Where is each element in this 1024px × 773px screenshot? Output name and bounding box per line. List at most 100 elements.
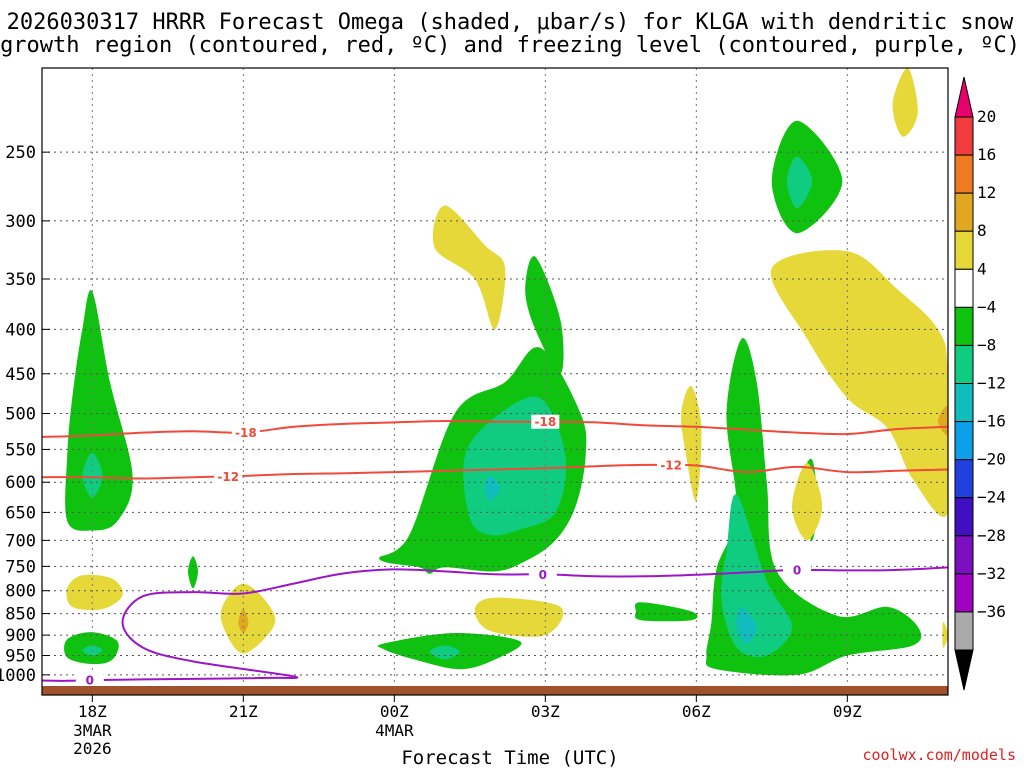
y-tick-label: 650 xyxy=(5,503,36,523)
gridlines xyxy=(42,68,948,686)
pressure-axis: 2503003504004505005506006507007508008509… xyxy=(0,143,50,686)
colorbar-label: −32 xyxy=(977,564,1006,583)
chart-title-line1: 2026030317 HRRR Forecast Omega (shaded, … xyxy=(7,10,1014,35)
omega-region xyxy=(65,290,133,531)
omega-region xyxy=(432,205,506,330)
omega-region xyxy=(681,385,702,502)
x-tick-label: 06Z xyxy=(682,702,711,721)
colorbar-segment xyxy=(954,154,974,194)
contour-label-bg xyxy=(657,457,686,472)
isotherm-minus18-line xyxy=(42,419,948,438)
colorbar-segment xyxy=(954,268,974,308)
colorbar-label: −36 xyxy=(977,602,1006,621)
y-tick-label: 450 xyxy=(5,365,36,385)
colorbar-label: −16 xyxy=(977,412,1006,431)
isotherm-minus18-label: -18 xyxy=(235,426,257,440)
contour-label-bg xyxy=(75,673,104,686)
chart-title-line2: growth region (contoured, red, ºC) and f… xyxy=(0,33,1020,58)
colorbar: 20 16 12 8 4 −4 −8 −12 −16 −20 −24 −28 −32 −36 xyxy=(954,76,1006,691)
credit-text: coolwx.com/models xyxy=(862,746,1016,764)
colorbar-label: −4 xyxy=(977,297,996,316)
isotherm-minus18-label: -18 xyxy=(534,415,556,429)
ground-strip xyxy=(42,686,948,695)
colorbar-segment xyxy=(954,535,974,575)
y-tick-label: 350 xyxy=(5,270,36,290)
freezing-level-line xyxy=(42,566,948,682)
y-tick-label: 900 xyxy=(5,626,36,646)
y-tick-label: 400 xyxy=(5,320,36,340)
colorbar-label: −12 xyxy=(977,374,1006,393)
colorbar-label: 16 xyxy=(977,145,996,164)
colorbar-label: −28 xyxy=(977,526,1006,545)
freezing-level-label: 0 xyxy=(539,568,547,582)
omega-region xyxy=(937,405,948,436)
x-tick-label: 03Z xyxy=(531,702,560,721)
colorbar-segment xyxy=(954,116,974,156)
isotherm-minus12-label: -12 xyxy=(217,470,239,484)
colorbar-segment xyxy=(954,611,974,651)
colorbar-segment xyxy=(954,421,974,461)
y-tick-label: 250 xyxy=(5,143,36,163)
colorbar-segment xyxy=(954,192,974,232)
omega-region xyxy=(82,452,103,498)
omega-region xyxy=(484,475,500,501)
omega-region xyxy=(786,156,813,209)
colorbar-segment xyxy=(954,230,974,270)
contour-label-bg xyxy=(214,469,243,484)
contour-label-bg xyxy=(528,567,557,582)
colorbar-segment xyxy=(954,573,974,613)
x-tick-date-label: 2026 xyxy=(73,739,112,758)
y-tick-label: 1000 xyxy=(0,666,36,686)
y-tick-label: 600 xyxy=(5,473,36,493)
colorbar-segment xyxy=(954,649,974,691)
colorbar-segment xyxy=(954,383,974,423)
temperature-contours: -18 -18 -12 -12 0 0 0 xyxy=(42,414,948,688)
contour-label-bg xyxy=(231,425,260,440)
omega-region xyxy=(66,574,123,611)
omega-shading xyxy=(64,68,948,676)
omega-region xyxy=(474,597,564,637)
y-tick-label: 500 xyxy=(5,404,36,424)
omega-region xyxy=(892,68,918,137)
x-tick-label: 00Z xyxy=(380,702,409,721)
omega-region xyxy=(942,622,948,648)
y-tick-label: 300 xyxy=(5,212,36,232)
y-tick-label: 700 xyxy=(5,531,36,551)
colorbar-label: −20 xyxy=(977,450,1006,469)
y-tick-label: 950 xyxy=(5,647,36,667)
x-tick-label: 18Z xyxy=(78,702,107,721)
colorbar-label: 8 xyxy=(977,221,987,240)
omega-region xyxy=(463,396,567,536)
omega-region xyxy=(770,250,948,517)
omega-region xyxy=(634,602,698,622)
y-tick-label: 550 xyxy=(5,440,36,460)
colorbar-segment xyxy=(954,306,974,346)
colorbar-label: 12 xyxy=(977,183,996,202)
colorbar-label: 4 xyxy=(977,259,987,278)
x-tick-date-label: 3MAR xyxy=(73,721,112,740)
x-tick-date-label: 4MAR xyxy=(375,721,414,740)
isotherm-minus12-label: -12 xyxy=(660,458,682,472)
colorbar-segment xyxy=(954,497,974,537)
colorbar-segment xyxy=(954,344,974,384)
omega-region xyxy=(220,583,276,654)
isotherm-minus12-line xyxy=(42,463,948,480)
omega-region xyxy=(188,556,198,589)
colorbar-segment xyxy=(954,459,974,499)
x-axis-label: Forecast Time (UTC) xyxy=(401,747,618,768)
freezing-level-label: 0 xyxy=(86,674,94,688)
colorbar-label: −8 xyxy=(977,335,996,354)
y-tick-label: 850 xyxy=(5,605,36,625)
x-tick-label: 09Z xyxy=(833,702,862,721)
x-tick-label: 21Z xyxy=(229,702,258,721)
colorbar-label: 20 xyxy=(977,107,996,126)
plot-frame xyxy=(41,67,949,696)
y-tick-label: 750 xyxy=(5,557,36,577)
freezing-level-label: 0 xyxy=(793,563,801,577)
contour-label-bg xyxy=(783,562,811,577)
omega-region xyxy=(736,606,757,644)
colorbar-label: −24 xyxy=(977,488,1006,507)
